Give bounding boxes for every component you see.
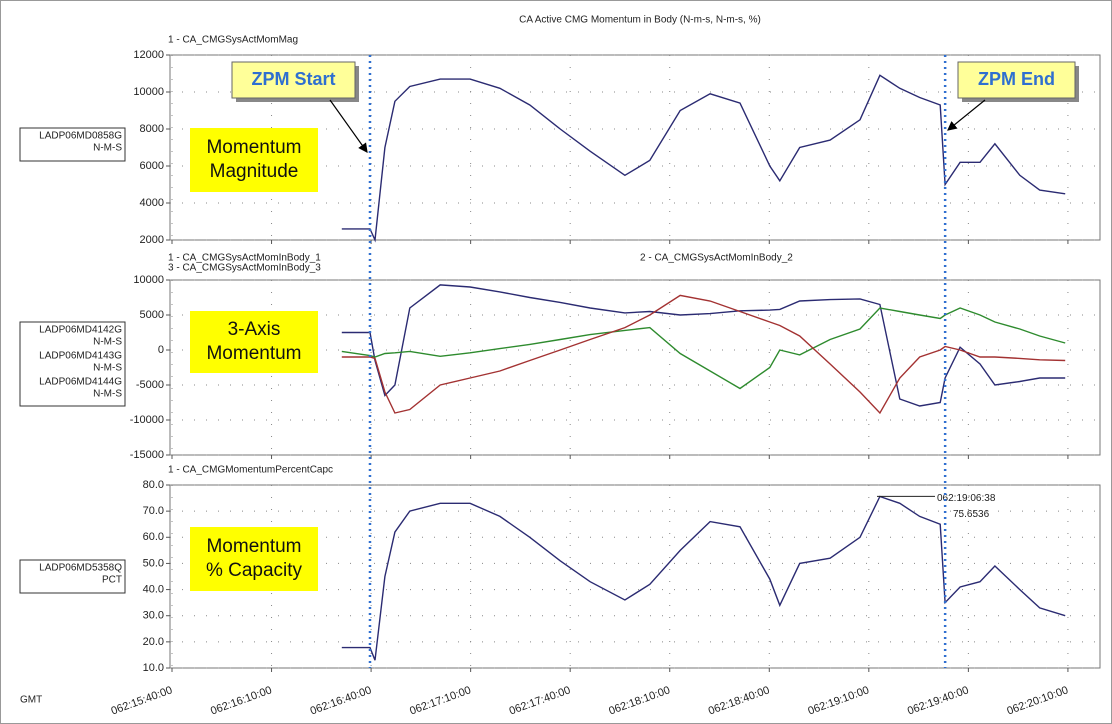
- y-tick-label: 40.0: [143, 583, 164, 595]
- signal-id: LADP06MD4144G: [39, 377, 122, 388]
- annotation-box: [190, 311, 318, 373]
- annotation-box: [190, 128, 318, 192]
- overlays: Momentum Magnitude 3-Axis Momentum Momentum%…: [190, 55, 1079, 668]
- legend-entry: 1 - CA_CMGSysActMomInBody_1: [168, 253, 321, 264]
- legend-entry: 2 - CA_CMGSysActMomInBody_2: [640, 253, 793, 264]
- y-tick-label: 0: [158, 344, 164, 356]
- arrow: [329, 99, 368, 153]
- annotation-text: Magnitude: [210, 161, 299, 182]
- signal-id: LADP06MD4143G: [39, 351, 122, 362]
- signal-unit: N-M-S: [93, 337, 122, 348]
- y-tick-label: -5000: [136, 379, 164, 391]
- y-tick-label: -15000: [130, 449, 164, 461]
- series-line: [341, 294, 1066, 415]
- annotation-text: Momentum: [206, 343, 301, 364]
- series-line: [341, 74, 1066, 243]
- signal-box: [19, 321, 126, 407]
- readout-time: 062:19:06:38: [937, 493, 996, 504]
- signal-box: [19, 127, 126, 162]
- signal-unit: N-M-S: [93, 363, 122, 374]
- arrow: [947, 99, 986, 131]
- signal-unit: N-M-S: [93, 389, 122, 400]
- signal-box: [19, 559, 126, 594]
- time-label: GMT: [20, 695, 42, 706]
- y-tick-label: 8000: [140, 123, 164, 135]
- y-tick-label: 10.0: [143, 662, 164, 674]
- signal-unit: PCT: [102, 575, 122, 586]
- annotation-box: [190, 527, 318, 591]
- y-tick-label: -10000: [130, 414, 164, 426]
- chart-title: CA Active CMG Momentum in Body (N-m-s, N…: [519, 15, 761, 26]
- event-label: ZPM End: [978, 69, 1055, 89]
- y-tick-label: 80.0: [143, 479, 164, 491]
- y-tick-label: 50.0: [143, 557, 164, 569]
- legend-entry: 1 - CA_CMGMomentumPercentCapc: [168, 465, 333, 476]
- readout-value: 75.6536: [953, 509, 990, 520]
- annotation-text: Momentum: [206, 137, 301, 158]
- series-line: [341, 307, 1066, 390]
- y-tick-label: 70.0: [143, 505, 164, 517]
- series-line: [341, 495, 1066, 661]
- y-tick-label: 2000: [140, 234, 164, 246]
- y-tick-label: 10000: [133, 274, 164, 286]
- signal-id: LADP06MD0858G: [39, 131, 122, 142]
- legend-entry: 3 - CA_CMGSysActMomInBody_3: [168, 263, 321, 274]
- annotation-text: 3-Axis: [228, 319, 281, 340]
- y-tick-label: 10000: [133, 86, 164, 98]
- signal-unit: N-M-S: [93, 143, 122, 154]
- y-tick-label: 12000: [133, 49, 164, 61]
- plots: 2000 4000 6000 8000 10000 12000 1 - CA_CMGSysA…: [19, 35, 1101, 718]
- annotation-text: % Capacity: [206, 560, 303, 581]
- legend-entry: 1 - CA_CMGSysActMomMag: [168, 35, 298, 46]
- event-label: ZPM Start: [251, 69, 335, 89]
- signal-id: LADP06MD5358Q: [39, 563, 122, 574]
- event-box: [231, 61, 356, 99]
- y-tick-label: 5000: [140, 309, 164, 321]
- annotation-text: Momentum: [206, 536, 301, 557]
- event-box: [957, 61, 1076, 99]
- y-tick-label: 4000: [140, 197, 164, 209]
- y-tick-label: 60.0: [143, 531, 164, 543]
- y-tick-label: 30.0: [143, 610, 164, 622]
- y-tick-label: 20.0: [143, 636, 164, 648]
- y-tick-label: 6000: [140, 160, 164, 172]
- signal-id: LADP06MD4142G: [39, 325, 122, 336]
